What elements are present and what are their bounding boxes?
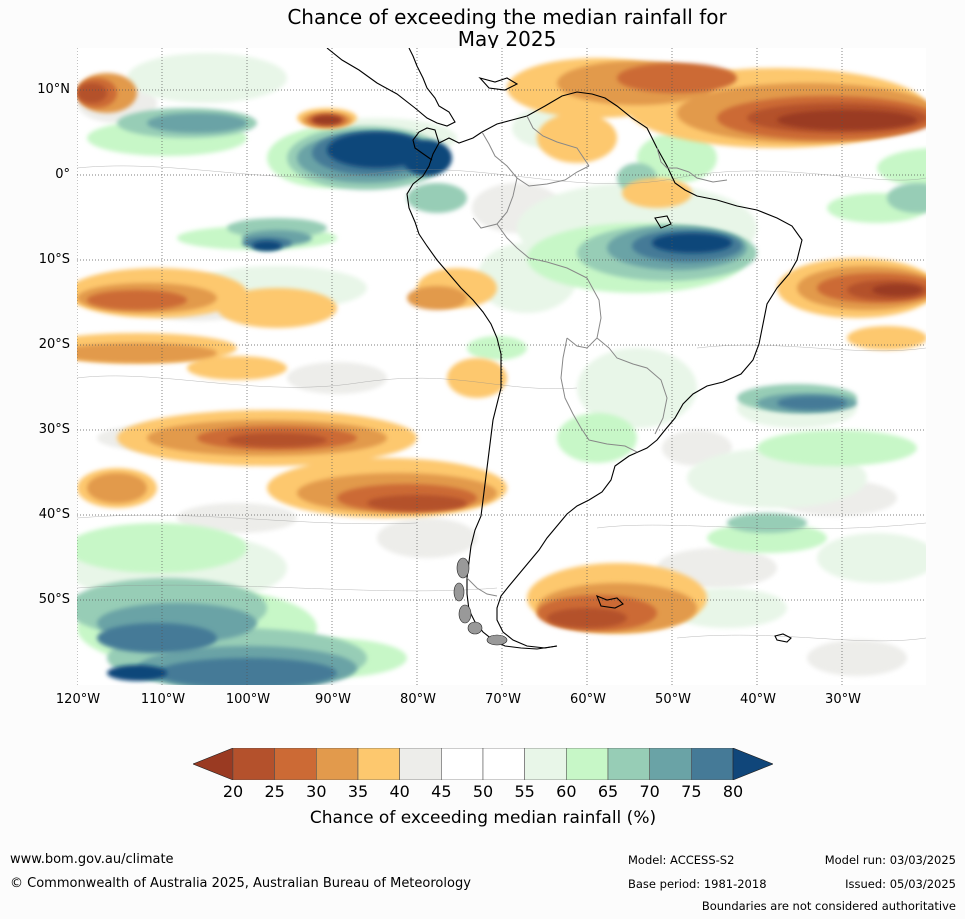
lon-label-110w: 110°W: [140, 692, 186, 707]
colorbar-cell-60-65: [566, 748, 609, 780]
colorbar: [193, 748, 773, 780]
map-title: Chance of exceeding the median rainfall …: [287, 5, 727, 29]
copyright-text: © Commonwealth of Australia 2025, Austra…: [10, 876, 471, 891]
colorbar-cell-75-80: [691, 748, 734, 780]
lon-label-30w: 30°W: [825, 692, 861, 707]
lon-label-90w: 90°W: [315, 692, 351, 707]
issued-date: Issued: 05/03/2025: [845, 877, 956, 891]
colorbar-cell-70-75: [649, 748, 692, 780]
colorbar-tick-label: 30: [306, 782, 327, 801]
colorbar-cell-below-20: [193, 748, 234, 780]
lon-label-120w: 120°W: [55, 692, 101, 707]
model-run-date: Model run: 03/03/2025: [824, 853, 956, 867]
lat-label-30s: 30°S: [38, 422, 70, 437]
colorbar-cell-65-70: [607, 748, 650, 780]
colorbar-tick-label: 40: [389, 782, 410, 801]
colorbar-cell-35-40: [357, 748, 400, 780]
lat-label-20s: 20°S: [38, 337, 70, 352]
colorbar-tick-label: 35: [347, 782, 369, 801]
rainfall-map: [77, 48, 926, 685]
colorbar-cell-50-55: [482, 748, 525, 780]
lon-label-60w: 60°W: [570, 692, 606, 707]
colorbar-cell-45-50: [441, 748, 484, 780]
colorbar-cell-55-60: [524, 748, 567, 780]
lat-label-10s: 10°S: [38, 252, 70, 267]
lon-label-40w: 40°W: [740, 692, 776, 707]
graticule: [77, 48, 926, 685]
lat-label-50s: 50°S: [38, 592, 70, 607]
colorbar-tick-label: 65: [597, 782, 619, 801]
lon-label-100w: 100°W: [225, 692, 271, 707]
colorbar-tick-label: 50: [472, 782, 494, 801]
colorbar-tick-label: 75: [681, 782, 702, 801]
colorbar-label: Chance of exceeding median rainfall (%): [309, 808, 657, 828]
colorbar-cell-30-35: [316, 748, 359, 780]
boundary-disclaimer: Boundaries are not considered authoritat…: [701, 899, 956, 913]
country-borders: [466, 115, 728, 597]
colorbar-cells: [193, 748, 773, 780]
colorbar-cell-40-45: [399, 748, 442, 780]
map-title-period: May 2025: [457, 27, 557, 51]
lon-label-70w: 70°W: [485, 692, 521, 707]
colorbar-tick-label: 70: [639, 782, 660, 801]
colorbar-tick-label: 45: [431, 782, 452, 801]
colorbar-tick-label: 80: [722, 782, 744, 801]
colorbar-cell-above-80: [732, 748, 773, 780]
colorbar-tick-label: 20: [222, 782, 244, 801]
model-name: Model: ACCESS-S2: [628, 853, 735, 867]
rainfall-probability-map: [77, 48, 926, 685]
lon-label-50w: 50°W: [655, 692, 691, 707]
lat-label-0: 0°: [55, 167, 70, 182]
southern-islands: [453, 557, 508, 646]
lat-label-10n: 10°N: [37, 82, 70, 97]
colorbar-cell-25-30: [274, 748, 317, 780]
base-period: Base period: 1981-2018: [628, 877, 767, 891]
colorbar-tick-label: 60: [556, 782, 577, 801]
source-link[interactable]: www.bom.gov.au/climate: [10, 852, 174, 867]
lat-label-40s: 40°S: [38, 507, 70, 522]
colorbar-cell-20-25: [232, 748, 275, 780]
colorbar-tick-label: 25: [264, 782, 285, 801]
colorbar-tick-label: 55: [514, 782, 535, 801]
lon-label-80w: 80°W: [400, 692, 436, 707]
